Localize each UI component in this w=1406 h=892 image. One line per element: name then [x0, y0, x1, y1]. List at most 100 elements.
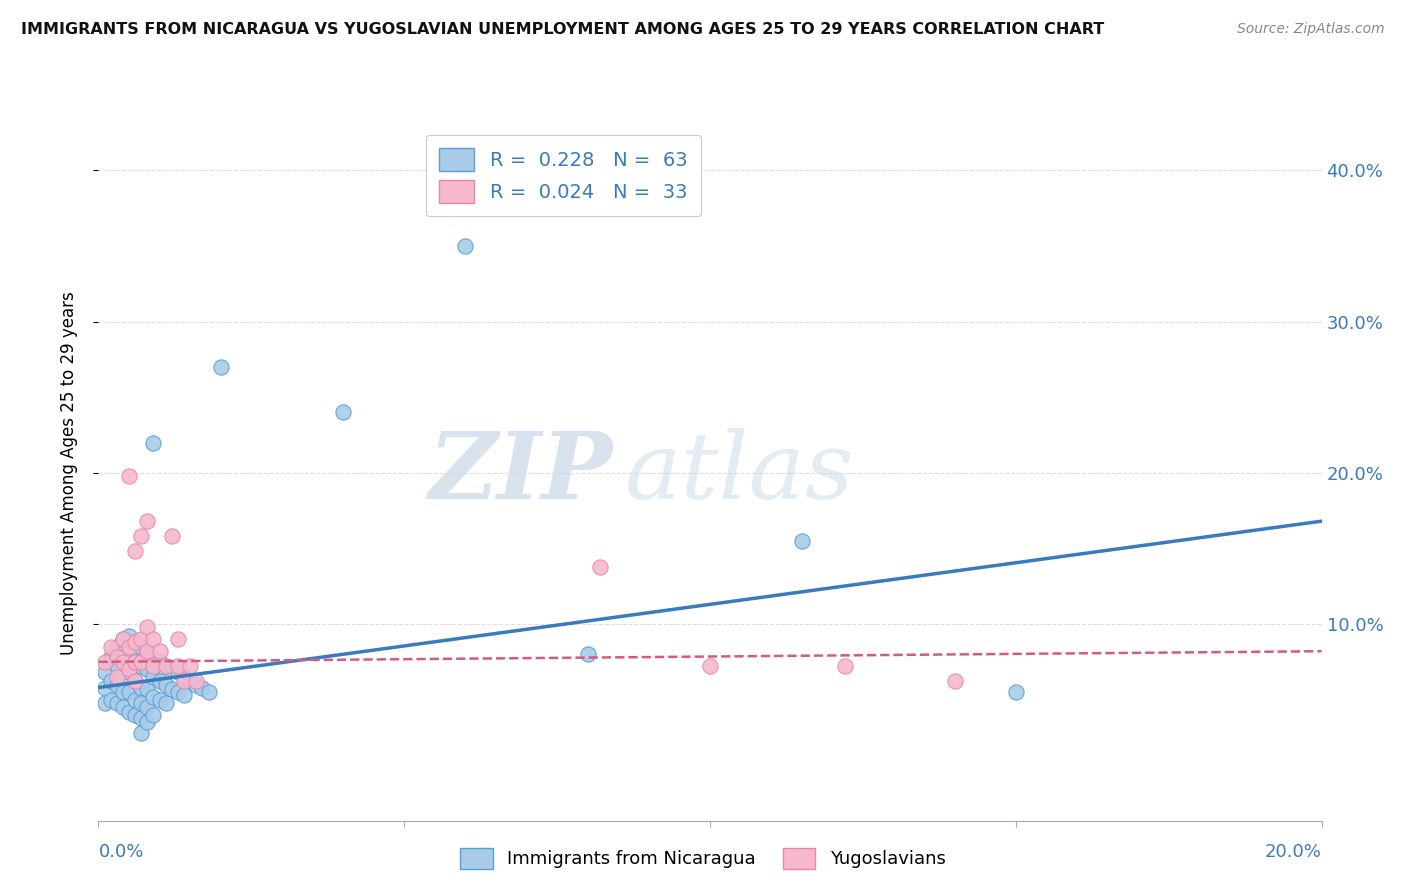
Text: atlas: atlas — [624, 428, 853, 517]
Point — [142, 650, 165, 665]
Point — [136, 681, 159, 696]
Point — [124, 655, 146, 669]
Point — [129, 655, 152, 669]
Point — [142, 632, 165, 647]
Point — [100, 692, 122, 706]
Point — [93, 681, 115, 695]
Point — [191, 681, 214, 695]
Point — [173, 670, 195, 684]
Point — [167, 685, 190, 699]
Point — [111, 685, 134, 699]
Point — [943, 674, 966, 689]
Point — [124, 635, 146, 649]
Point — [118, 640, 141, 654]
Point — [93, 696, 115, 710]
Text: 0.0%: 0.0% — [98, 843, 143, 861]
Point — [142, 435, 165, 450]
Point — [93, 665, 115, 680]
Point — [155, 696, 177, 710]
Point — [136, 644, 159, 658]
Point — [129, 659, 152, 673]
Point — [118, 468, 141, 483]
Point — [186, 674, 208, 689]
Point — [149, 644, 172, 658]
Point — [197, 685, 219, 699]
Point — [142, 690, 165, 704]
Point — [129, 681, 152, 695]
Text: Source: ZipAtlas.com: Source: ZipAtlas.com — [1237, 22, 1385, 37]
Point — [173, 688, 195, 702]
Point — [118, 647, 141, 661]
Text: ZIP: ZIP — [427, 428, 612, 517]
Point — [111, 655, 134, 669]
Point — [167, 659, 190, 673]
Y-axis label: Unemployment Among Ages 25 to 29 years: Unemployment Among Ages 25 to 29 years — [59, 291, 77, 655]
Point — [576, 647, 599, 661]
Point — [118, 662, 141, 676]
Point — [124, 674, 146, 689]
Point — [186, 677, 208, 691]
Point — [179, 659, 201, 673]
Point — [332, 405, 354, 419]
Point — [136, 620, 159, 634]
Point — [124, 544, 146, 558]
Point — [167, 632, 190, 647]
Point — [111, 632, 134, 647]
Point — [142, 707, 165, 722]
Point — [142, 670, 165, 684]
Point — [111, 650, 134, 665]
Point — [790, 533, 813, 548]
Point — [699, 659, 721, 673]
Point — [160, 529, 183, 543]
Point — [118, 629, 141, 643]
Point — [173, 674, 195, 689]
Point — [124, 674, 146, 689]
Legend: R =  0.228   N =  63, R =  0.024   N =  33: R = 0.228 N = 63, R = 0.024 N = 33 — [426, 135, 702, 217]
Point — [111, 632, 134, 647]
Point — [155, 677, 177, 691]
Legend: Immigrants from Nicaragua, Yugoslavians: Immigrants from Nicaragua, Yugoslavians — [453, 840, 953, 876]
Point — [1004, 685, 1026, 699]
Point — [105, 696, 128, 710]
Point — [160, 681, 183, 696]
Point — [100, 650, 122, 665]
Point — [105, 650, 128, 665]
Point — [136, 662, 159, 676]
Point — [124, 655, 146, 669]
Point — [105, 659, 128, 673]
Point — [129, 726, 152, 740]
Point — [136, 715, 159, 730]
Point — [105, 640, 128, 654]
Point — [129, 696, 152, 710]
Point — [129, 632, 152, 647]
Point — [124, 707, 146, 722]
Point — [149, 655, 172, 669]
Point — [118, 685, 141, 699]
Point — [105, 677, 128, 691]
Point — [105, 670, 128, 684]
Point — [93, 655, 115, 669]
Point — [124, 692, 146, 706]
Point — [124, 635, 146, 649]
Point — [111, 700, 134, 714]
Point — [100, 674, 122, 689]
Point — [167, 665, 190, 680]
Point — [129, 711, 152, 725]
Point — [454, 239, 477, 253]
Point — [142, 659, 165, 673]
Point — [209, 359, 232, 374]
Point — [136, 644, 159, 658]
Point — [149, 674, 172, 689]
Point — [118, 705, 141, 719]
Text: IMMIGRANTS FROM NICARAGUA VS YUGOSLAVIAN UNEMPLOYMENT AMONG AGES 25 TO 29 YEARS : IMMIGRANTS FROM NICARAGUA VS YUGOSLAVIAN… — [21, 22, 1104, 37]
Point — [111, 670, 134, 684]
Point — [155, 659, 177, 673]
Point — [834, 659, 856, 673]
Text: 20.0%: 20.0% — [1265, 843, 1322, 861]
Point — [129, 529, 152, 543]
Point — [100, 640, 122, 654]
Point — [149, 692, 172, 706]
Point — [160, 662, 183, 676]
Point — [179, 674, 201, 689]
Point — [155, 659, 177, 673]
